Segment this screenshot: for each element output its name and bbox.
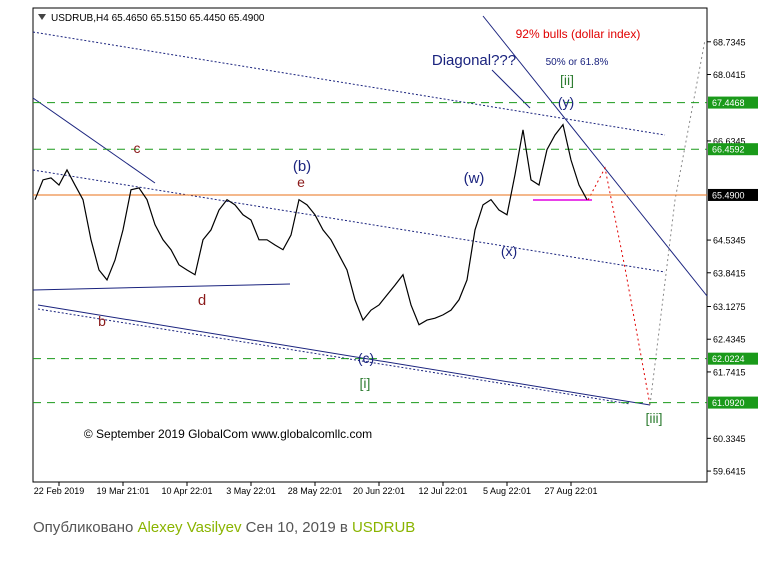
x-tick-label: 5 Aug 22:01 bbox=[483, 486, 531, 496]
author-link[interactable]: Alexey Vasilyev bbox=[137, 519, 242, 536]
trend-line bbox=[482, 15, 708, 297]
level-tag bbox=[708, 188, 758, 201]
y-tick-label: 66.6345 bbox=[713, 136, 746, 146]
level-tag bbox=[708, 143, 758, 156]
level-label: 66.4592 bbox=[712, 145, 745, 155]
chart: USDRUB,H4 65.4650 65.5150 65.4450 65.490… bbox=[32, 7, 758, 496]
annotation: e bbox=[297, 174, 305, 190]
x-tick-label: 3 May 22:01 bbox=[226, 486, 276, 496]
level-label: 65.4900 bbox=[712, 190, 745, 200]
trend-line bbox=[37, 308, 631, 405]
annotation: Diagonal??? bbox=[432, 52, 516, 69]
footer-date: Сен 10, 2019 bbox=[245, 519, 336, 536]
y-tick-label: 62.4345 bbox=[713, 335, 746, 345]
x-tick-label: 22 Feb 2019 bbox=[34, 486, 85, 496]
projection bbox=[587, 166, 651, 406]
y-tick-label: 68.0415 bbox=[713, 70, 746, 80]
trend-line bbox=[37, 304, 651, 406]
level-tag bbox=[708, 352, 758, 365]
x-tick-label: 28 May 22:01 bbox=[288, 486, 343, 496]
x-tick-label: 19 Mar 21:01 bbox=[96, 486, 149, 496]
header: USDRUB,H4 65.4650 65.5150 65.4450 65.490… bbox=[51, 13, 265, 24]
annotation: d bbox=[198, 292, 206, 309]
annotation: (b) bbox=[293, 158, 311, 175]
y-tick-label: 63.8415 bbox=[713, 268, 746, 278]
annotation: (w) bbox=[464, 170, 485, 187]
annotation: 92% bulls (dollar index) bbox=[516, 27, 641, 41]
footer-text: Опубликовано bbox=[33, 519, 134, 536]
x-tick-label: 12 Jul 22:01 bbox=[418, 486, 467, 496]
y-tick-label: 68.7345 bbox=[713, 37, 746, 47]
price-line bbox=[34, 123, 588, 326]
annotation: [iii] bbox=[645, 410, 662, 426]
y-tick-label: 61.7415 bbox=[713, 367, 746, 377]
trend-line bbox=[32, 169, 666, 273]
y-tick-label: 63.1275 bbox=[713, 302, 746, 312]
level-label: 67.4468 bbox=[712, 98, 745, 108]
x-tick-label: 20 Jun 22:01 bbox=[353, 486, 405, 496]
trend-lines bbox=[32, 15, 708, 406]
pointer-line bbox=[491, 69, 531, 109]
trend-line bbox=[32, 97, 156, 184]
x-tick-label: 27 Aug 22:01 bbox=[544, 486, 597, 496]
footer-text: в bbox=[339, 519, 348, 536]
annotation: c bbox=[134, 140, 141, 156]
annotation: 50% or 61.8% bbox=[546, 57, 609, 68]
annotation: [ii] bbox=[560, 72, 574, 88]
trend-line bbox=[32, 31, 666, 136]
annotation: (c) bbox=[358, 350, 374, 366]
symbol-link[interactable]: USDRUB bbox=[351, 519, 416, 536]
annotation: [i] bbox=[360, 375, 371, 391]
plot-frame bbox=[32, 7, 708, 483]
y-tick-label: 64.5345 bbox=[713, 236, 746, 246]
footer: Опубликовано Alexey Vasilyev Сен 10, 201… bbox=[33, 519, 415, 536]
y-tick-label: 59.6415 bbox=[713, 467, 746, 477]
level-label: 61.0920 bbox=[712, 398, 745, 408]
y-tick-label: 60.3345 bbox=[713, 434, 746, 444]
level-tag bbox=[708, 96, 758, 109]
level-label: 62.0224 bbox=[712, 354, 745, 364]
projection bbox=[649, 39, 706, 406]
level-tag bbox=[708, 396, 758, 409]
header-icon bbox=[38, 14, 46, 20]
annotation: b bbox=[98, 313, 106, 329]
annotation: (x) bbox=[501, 243, 517, 259]
annotation: © September 2019 GlobalCom www.globalcom… bbox=[84, 427, 372, 441]
trend-line bbox=[32, 283, 291, 291]
x-tick-label: 10 Apr 22:01 bbox=[161, 486, 212, 496]
annotation: (y) bbox=[558, 94, 574, 110]
